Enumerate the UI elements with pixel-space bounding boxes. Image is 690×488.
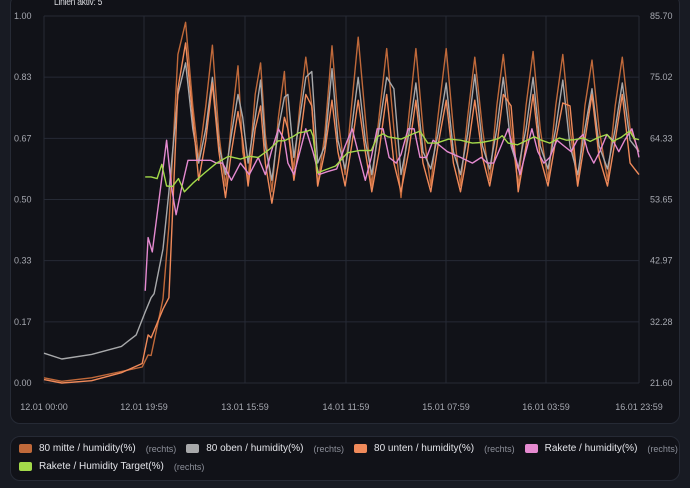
- left-tick-label: 1.00: [14, 11, 32, 21]
- left-tick-label: 0.83: [14, 72, 32, 82]
- series-lines: [43, 21, 640, 384]
- right-tick-label: 42.97: [650, 256, 673, 266]
- lines-active-label: Linien aktiv: 5: [54, 0, 103, 8]
- left-tick-label: 0.50: [14, 195, 32, 205]
- right-tick-label: 85.70: [650, 11, 673, 21]
- series-line[interactable]: [144, 128, 640, 291]
- series-line[interactable]: [145, 129, 640, 193]
- left-tick-label: 0.17: [14, 317, 32, 327]
- chart-panel: Linien aktiv: 5: [10, 0, 680, 424]
- left-tick-label: 0.00: [14, 378, 32, 388]
- legend-item-80-oben[interactable]: 80 oben / humidity(%) (rechts): [186, 443, 344, 454]
- legend-axis: (rechts): [484, 443, 515, 454]
- right-tick-label: 32.28: [650, 317, 673, 327]
- left-axis: 1.00 0.83 0.67 0.50 0.33 0.17 0.00: [14, 11, 32, 388]
- legend-item-rakete-target[interactable]: Rakete / Humidity Target(%) (rechts): [19, 461, 204, 472]
- x-tick-label: 13.01 15:59: [221, 402, 269, 412]
- x-tick-label: 12.01 00:00: [20, 402, 68, 412]
- left-tick-label: 0.67: [14, 133, 32, 143]
- legend-axis: (rechts): [173, 461, 205, 472]
- legend-label: Rakete / humidity(%): [544, 443, 638, 454]
- right-tick-label: 75.02: [650, 72, 673, 82]
- x-tick-label: 16.01 23:59: [615, 402, 663, 412]
- legend-item-80-mitte[interactable]: 80 mitte / humidity(%) (rechts): [19, 443, 176, 454]
- legend-label: Rakete / Humidity Target(%): [39, 461, 164, 472]
- legend-axis: (rechts): [313, 443, 345, 454]
- x-tick-label: 16.01 03:59: [522, 402, 570, 412]
- right-tick-label: 53.65: [650, 195, 673, 205]
- series-line[interactable]: [43, 42, 640, 384]
- legend-axis: (rechts): [647, 443, 678, 454]
- left-tick-label: 0.33: [14, 256, 32, 266]
- x-tick-label: 14.01 11:59: [323, 402, 370, 412]
- legend-panel: 80 mitte / humidity(%) (rechts) 80 oben …: [10, 436, 680, 481]
- x-tick-label: 12.01 19:59: [120, 402, 168, 412]
- legend-label: 80 unten / humidity(%): [374, 443, 475, 454]
- swatch-icon: [186, 444, 200, 453]
- right-tick-label: 21.60: [650, 378, 673, 388]
- legend-row-1: 80 mitte / humidity(%) (rechts) 80 oben …: [19, 443, 688, 454]
- grid-lines: [43, 15, 640, 384]
- swatch-icon: [19, 444, 32, 453]
- swatch-icon: [19, 462, 32, 471]
- legend-axis: (rechts): [145, 443, 177, 454]
- right-tick-label: 64.33: [650, 133, 673, 143]
- legend-item-80-unten[interactable]: 80 unten / humidity(%) (rechts): [354, 443, 515, 454]
- legend-item-rakete[interactable]: Rakete / humidity(%) (rechts): [524, 443, 678, 454]
- swatch-icon: [354, 444, 368, 453]
- x-tick-label: 15.01 07:59: [422, 402, 470, 412]
- x-axis: 12.01 00:00 12.01 19:59 13.01 15:59 14.01 1…: [20, 402, 663, 412]
- line-chart[interactable]: 1.00 0.83 0.67 0.50 0.33 0.17 0.00 85.70 75.02 6…: [0, 0, 690, 430]
- right-axis: 85.70 75.02 64.33 53.65 42.97 32.28 21.60: [650, 11, 673, 388]
- series-line[interactable]: [43, 62, 640, 360]
- legend-row-2: Rakete / Humidity Target(%) (rechts): [19, 461, 214, 472]
- swatch-icon: [524, 444, 538, 453]
- series-line[interactable]: [43, 21, 640, 382]
- legend-label: 80 oben / humidity(%): [206, 443, 304, 454]
- legend-label: 80 mitte / humidity(%): [39, 443, 136, 454]
